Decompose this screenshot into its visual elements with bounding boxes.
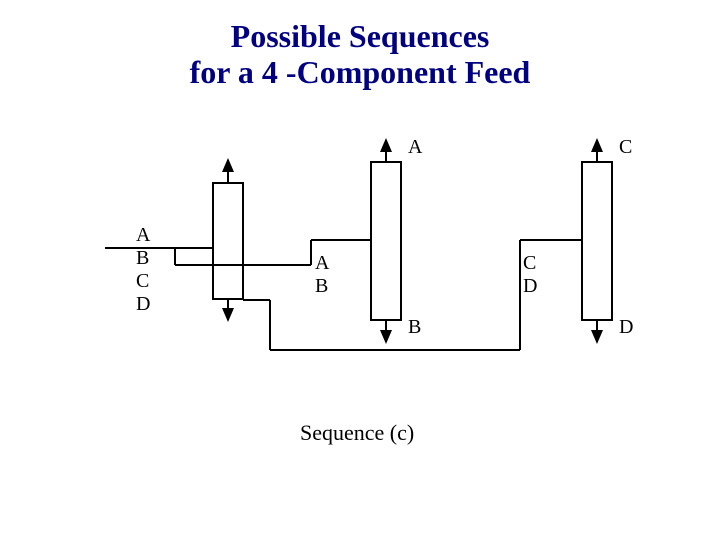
product-label-b: B	[408, 316, 421, 339]
product-label-a: A	[408, 136, 422, 159]
product-label-c: C	[619, 136, 632, 159]
stream-label-cd: CD	[523, 252, 537, 298]
flow-diagram	[0, 0, 720, 540]
product-label-d: D	[619, 316, 633, 339]
feed-label-abcd: ABCD	[136, 224, 150, 316]
caption: Sequence (c)	[300, 420, 414, 445]
stream-label-ab: AB	[315, 252, 329, 298]
